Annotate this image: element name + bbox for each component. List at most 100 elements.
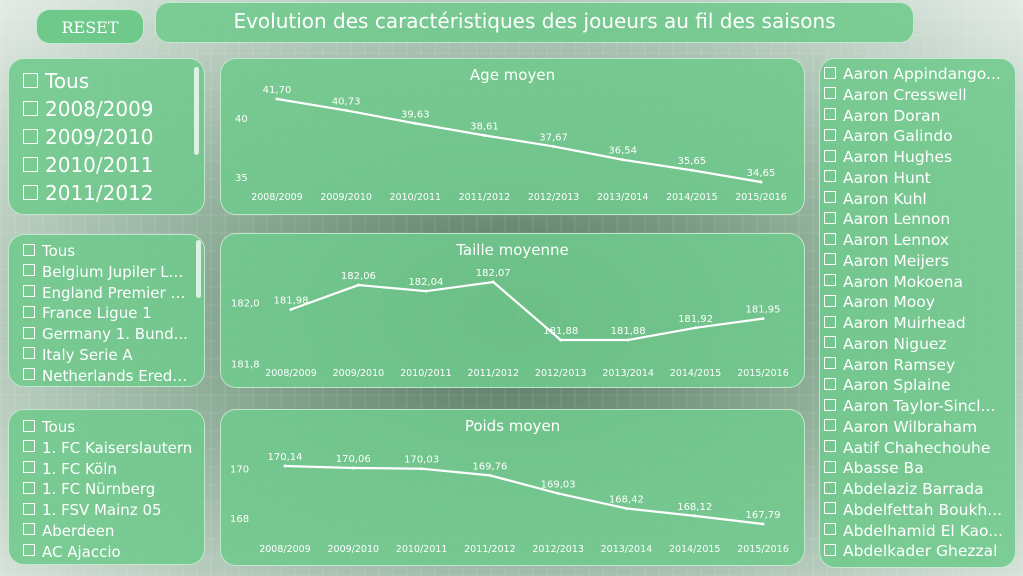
season-option[interactable]: 2010/2011 bbox=[23, 151, 184, 179]
data-point[interactable] bbox=[491, 280, 495, 284]
checkbox-icon[interactable] bbox=[23, 419, 35, 432]
data-point[interactable] bbox=[289, 307, 293, 311]
checkbox-icon[interactable] bbox=[824, 87, 836, 100]
player-option[interactable]: Aaron Lennon bbox=[824, 209, 1007, 230]
data-point[interactable] bbox=[761, 522, 765, 526]
checkbox-icon[interactable] bbox=[824, 502, 836, 515]
season-option[interactable]: Tous bbox=[23, 67, 184, 95]
checkbox-icon[interactable] bbox=[23, 502, 35, 515]
league-option[interactable]: France Ligue 1 bbox=[23, 303, 188, 324]
data-point[interactable] bbox=[488, 473, 492, 477]
checkbox-icon[interactable] bbox=[824, 253, 836, 266]
player-option[interactable]: Abdelaziz Barrada bbox=[824, 479, 1007, 500]
checkbox-icon[interactable] bbox=[824, 191, 836, 203]
checkbox-icon[interactable] bbox=[824, 419, 836, 432]
checkbox-icon[interactable] bbox=[23, 347, 35, 360]
data-point[interactable] bbox=[275, 97, 279, 101]
player-option[interactable]: Aaron Doran bbox=[824, 106, 1007, 127]
checkbox-icon[interactable] bbox=[824, 294, 836, 307]
player-option[interactable]: Aatif Chahechouhe bbox=[824, 438, 1007, 459]
league-option[interactable]: Italy Serie A bbox=[23, 345, 188, 366]
player-option[interactable]: Aaron Lennox bbox=[824, 230, 1007, 251]
checkbox-icon[interactable] bbox=[824, 66, 836, 79]
checkbox-icon[interactable] bbox=[23, 129, 38, 144]
checkbox-icon[interactable] bbox=[23, 544, 35, 557]
player-option[interactable]: Aaron Wilbraham bbox=[824, 417, 1007, 438]
season-option[interactable]: 2009/2010 bbox=[23, 123, 184, 151]
league-option[interactable]: Germany 1. Bund... bbox=[23, 324, 188, 345]
player-option[interactable]: Aaron Mooy bbox=[824, 292, 1007, 313]
data-point[interactable] bbox=[552, 144, 556, 148]
checkbox-icon[interactable] bbox=[23, 326, 35, 339]
player-option[interactable]: Aaron Hughes bbox=[824, 147, 1007, 168]
checkbox-icon[interactable] bbox=[824, 481, 836, 494]
data-point[interactable] bbox=[559, 338, 563, 342]
checkbox-icon[interactable] bbox=[23, 285, 35, 298]
player-option[interactable]: Aaron Kuhl bbox=[824, 189, 1007, 210]
league-option[interactable]: Belgium Jupiler Le... bbox=[23, 262, 188, 283]
club-option[interactable]: 1. FC Köln bbox=[23, 459, 194, 480]
data-point[interactable] bbox=[693, 514, 697, 518]
player-option[interactable]: Aaron Niguez bbox=[824, 334, 1007, 355]
checkbox-icon[interactable] bbox=[23, 101, 38, 116]
player-option[interactable]: Aaron Mokoena bbox=[824, 272, 1007, 293]
checkbox-icon[interactable] bbox=[824, 128, 836, 141]
data-point[interactable] bbox=[694, 326, 698, 330]
checkbox-icon[interactable] bbox=[824, 440, 836, 452]
checkbox-icon[interactable] bbox=[23, 264, 35, 277]
checkbox-icon[interactable] bbox=[824, 543, 836, 556]
player-option[interactable]: Aaron Hunt bbox=[824, 168, 1007, 189]
season-option[interactable]: 2011/2012 bbox=[23, 179, 184, 207]
checkbox-icon[interactable] bbox=[824, 211, 836, 224]
checkbox-icon[interactable] bbox=[23, 185, 38, 200]
checkbox-icon[interactable] bbox=[824, 357, 836, 369]
data-point[interactable] bbox=[356, 283, 360, 287]
checkbox-icon[interactable] bbox=[824, 315, 836, 328]
player-option[interactable]: Aaron Splaine bbox=[824, 375, 1007, 396]
checkbox-icon[interactable] bbox=[824, 398, 836, 411]
season-scrollbar[interactable] bbox=[194, 67, 199, 155]
data-point[interactable] bbox=[621, 158, 625, 162]
checkbox-icon[interactable] bbox=[23, 243, 35, 256]
reset-button[interactable]: RESET bbox=[36, 9, 144, 44]
checkbox-icon[interactable] bbox=[824, 460, 836, 473]
data-point[interactable] bbox=[413, 121, 417, 125]
checkbox-icon[interactable] bbox=[23, 73, 38, 88]
checkbox-icon[interactable] bbox=[23, 523, 35, 536]
checkbox-icon[interactable] bbox=[23, 481, 35, 494]
player-option[interactable]: Abdelkader Ghezzal bbox=[824, 541, 1007, 562]
data-point[interactable] bbox=[482, 133, 486, 137]
player-option[interactable]: Aaron Galindo bbox=[824, 126, 1007, 147]
club-option[interactable]: Aberdeen bbox=[23, 521, 194, 542]
data-point[interactable] bbox=[420, 467, 424, 471]
checkbox-icon[interactable] bbox=[824, 377, 836, 390]
checkbox-icon[interactable] bbox=[23, 157, 38, 172]
season-option[interactable]: 2008/2009 bbox=[23, 95, 184, 123]
data-point[interactable] bbox=[344, 108, 348, 112]
checkbox-icon[interactable] bbox=[23, 440, 35, 453]
data-point[interactable] bbox=[759, 180, 763, 184]
league-scrollbar[interactable] bbox=[196, 240, 201, 298]
player-option[interactable]: Aaron Appindango... bbox=[824, 64, 1007, 85]
data-point[interactable] bbox=[556, 491, 560, 495]
league-option[interactable]: Tous bbox=[23, 241, 188, 262]
data-point[interactable] bbox=[761, 317, 765, 321]
data-point[interactable] bbox=[690, 168, 694, 172]
data-point[interactable] bbox=[624, 506, 628, 510]
checkbox-icon[interactable] bbox=[23, 368, 35, 381]
club-option[interactable]: 1. FC Nürnberg bbox=[23, 479, 194, 500]
player-option[interactable]: Abasse Ba bbox=[824, 458, 1007, 479]
checkbox-icon[interactable] bbox=[824, 232, 836, 245]
club-option[interactable]: AC Ajaccio bbox=[23, 542, 194, 563]
player-option[interactable]: Aaron Meijers bbox=[824, 251, 1007, 272]
player-option[interactable]: Aaron Taylor-Sincl... bbox=[824, 396, 1007, 417]
club-option[interactable]: 1. FC Kaiserslautern bbox=[23, 438, 194, 459]
league-option[interactable]: England Premier L... bbox=[23, 283, 188, 304]
player-option[interactable]: Aaron Ramsey bbox=[824, 355, 1007, 376]
checkbox-icon[interactable] bbox=[824, 108, 836, 120]
data-point[interactable] bbox=[626, 338, 630, 342]
data-point[interactable] bbox=[424, 289, 428, 293]
league-option[interactable]: Netherlands Eredi... bbox=[23, 366, 188, 387]
player-option[interactable]: Aaron Muirhead bbox=[824, 313, 1007, 334]
player-option[interactable]: Aaron Cresswell bbox=[824, 85, 1007, 106]
